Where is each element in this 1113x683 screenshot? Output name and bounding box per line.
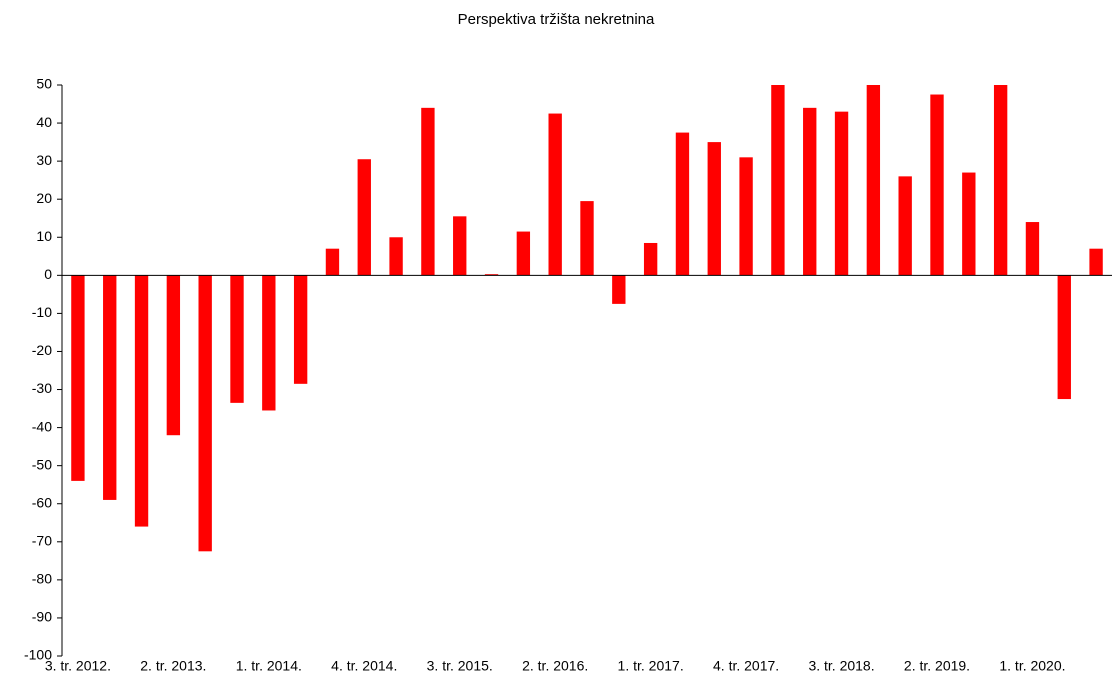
- bar: [1057, 275, 1071, 400]
- bar: [675, 132, 690, 276]
- bar: [1089, 248, 1103, 276]
- bar: [962, 172, 976, 276]
- y-tick-label: -90: [32, 609, 52, 625]
- bar: [453, 216, 467, 276]
- x-tick-label: 2. tr. 2016.: [522, 658, 588, 674]
- bar: [1025, 222, 1040, 276]
- x-tick-label: 1. tr. 2020.: [999, 658, 1065, 674]
- bar: [834, 111, 849, 276]
- y-tick-label: -20: [32, 342, 52, 358]
- bar: [898, 176, 912, 276]
- y-tick-label: -30: [32, 380, 52, 396]
- y-tick-label: -10: [32, 304, 52, 320]
- bar: [930, 94, 944, 276]
- bar: [993, 85, 1008, 276]
- y-tick-label: -60: [32, 494, 52, 510]
- bar: [548, 113, 562, 276]
- bar: [389, 237, 403, 276]
- x-tick-label: 3. tr. 2018.: [808, 658, 874, 674]
- bar: [421, 107, 435, 276]
- bar: [707, 142, 721, 276]
- bar: [262, 275, 276, 411]
- x-tick-label: 1. tr. 2014.: [236, 658, 302, 674]
- bar: [293, 275, 308, 384]
- bar: [612, 275, 626, 304]
- y-tick-label: 30: [36, 152, 52, 168]
- bar: [134, 275, 149, 527]
- bar: [198, 275, 212, 552]
- y-tick-label: 20: [36, 190, 52, 206]
- bar: [739, 157, 753, 276]
- y-tick-label: -50: [32, 456, 52, 472]
- bar: [71, 275, 85, 481]
- x-tick-label: 3. tr. 2012.: [45, 658, 111, 674]
- bar: [230, 275, 244, 403]
- x-tick-label: 2. tr. 2019.: [904, 658, 970, 674]
- bar: [803, 107, 817, 276]
- bar: [643, 242, 658, 276]
- bar: [866, 85, 881, 276]
- y-tick-label: -70: [32, 533, 52, 549]
- bar: [771, 85, 785, 276]
- y-tick-label: 40: [36, 114, 52, 130]
- x-tick-label: 1. tr. 2017.: [618, 658, 684, 674]
- bar: [484, 274, 499, 276]
- y-tick-label: -40: [32, 418, 52, 434]
- y-tick-label: 10: [36, 228, 52, 244]
- x-tick-label: 4. tr. 2017.: [713, 658, 779, 674]
- y-tick-label: -100: [24, 647, 52, 663]
- y-tick-label: 0: [44, 266, 52, 282]
- x-tick-label: 2. tr. 2013.: [140, 658, 206, 674]
- y-tick-label: -80: [32, 571, 52, 587]
- bar: [580, 201, 594, 276]
- bar: [166, 275, 181, 436]
- bar: [103, 275, 117, 500]
- bar: [325, 248, 340, 276]
- chart-title: Perspektiva tržišta nekretnina: [458, 11, 655, 28]
- x-tick-label: 4. tr. 2014.: [331, 658, 397, 674]
- y-tick-label: 50: [36, 76, 52, 92]
- bar: [516, 231, 531, 276]
- x-tick-label: 3. tr. 2015.: [427, 658, 493, 674]
- bar: [357, 159, 371, 276]
